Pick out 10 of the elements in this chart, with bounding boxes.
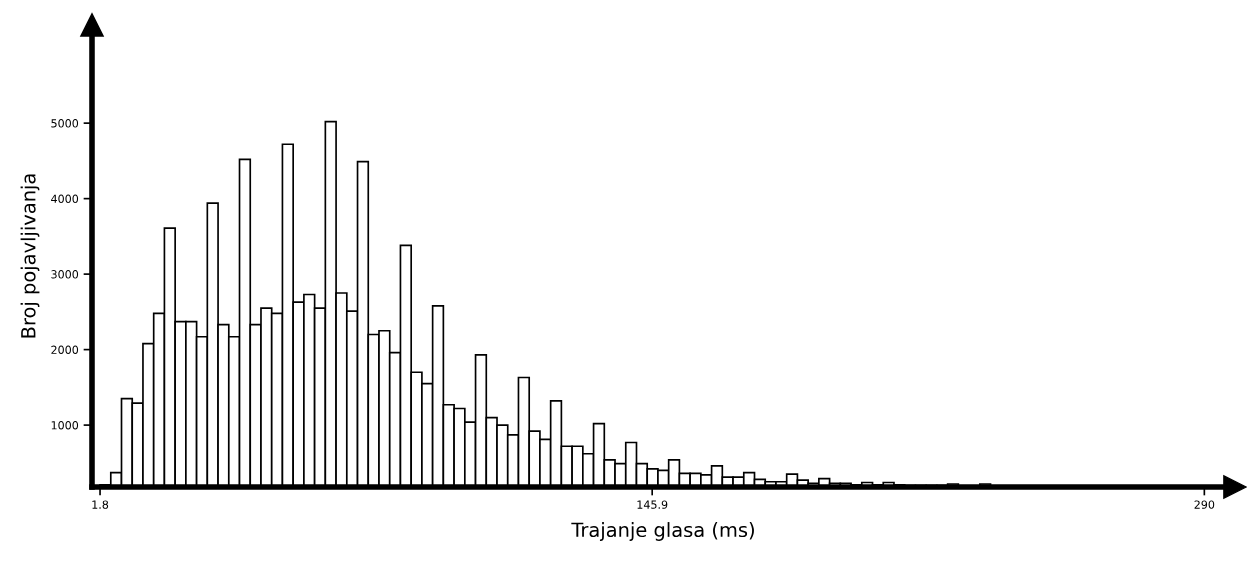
x-axis-title: Trajanje glasa (ms) bbox=[571, 522, 754, 541]
y-tick-label: 3000 bbox=[51, 270, 79, 279]
y-tick-label: 4000 bbox=[51, 194, 79, 204]
y-tick-label: 1000 bbox=[51, 421, 79, 430]
x-tick-label: 1.8 bbox=[92, 500, 109, 509]
x-tick-label: 145.9 bbox=[637, 500, 668, 509]
x-tick-label: 290 bbox=[1194, 500, 1215, 509]
y-tick-label: 5000 bbox=[51, 119, 79, 128]
y-tick-label: 2000 bbox=[51, 345, 79, 354]
y-axis-title: Broj pojavljivanja bbox=[20, 174, 40, 338]
